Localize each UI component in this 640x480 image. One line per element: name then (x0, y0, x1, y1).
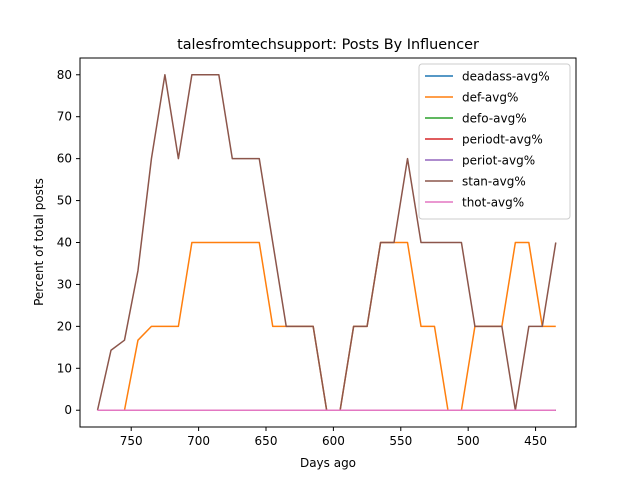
y-tick-label: 60 (57, 152, 72, 166)
legend-entry-label: stan-avg% (462, 175, 526, 189)
x-tick-label: 600 (322, 434, 345, 448)
axes: 750 700 650 600 550 500 450 0 10 20 30 40 50 60 70 80 (57, 57, 577, 448)
y-axis-label: Percent of total posts (32, 178, 46, 306)
x-tick-label: 700 (187, 434, 210, 448)
legend-box (418, 63, 571, 220)
x-tick-label: 500 (457, 434, 480, 448)
x-tick-label: 750 (120, 434, 143, 448)
y-tick-label: 0 (64, 403, 72, 417)
legend: deadass-avg% def-avg% defo-avg% periodt-avg… (418, 63, 571, 220)
x-tick-label: 450 (524, 434, 547, 448)
y-tick-label: 30 (57, 277, 72, 291)
x-tick-label: 650 (255, 434, 278, 448)
y-tick-label: 20 (57, 319, 72, 333)
x-tick-label: 550 (389, 434, 412, 448)
x-axis-label: Days ago (300, 456, 356, 470)
y-tick-label: 40 (57, 236, 72, 250)
legend-entry-label: periot-avg% (462, 154, 535, 168)
y-tick-label: 50 (57, 194, 72, 208)
legend-entry-label: defo-avg% (462, 112, 527, 126)
legend-entry-label: deadass-avg% (462, 70, 550, 84)
y-tick-label: 80 (57, 68, 72, 82)
plot-area (96, 74, 557, 411)
y-tick-label: 70 (57, 110, 72, 124)
chart-title: talesfromtechsupport: Posts By Influence… (177, 37, 479, 53)
legend-entry-label: periodt-avg% (462, 133, 543, 147)
legend-entry-label: thot-avg% (462, 196, 524, 210)
legend-entry-label: def-avg% (462, 91, 518, 105)
y-tick-label: 10 (57, 361, 72, 375)
